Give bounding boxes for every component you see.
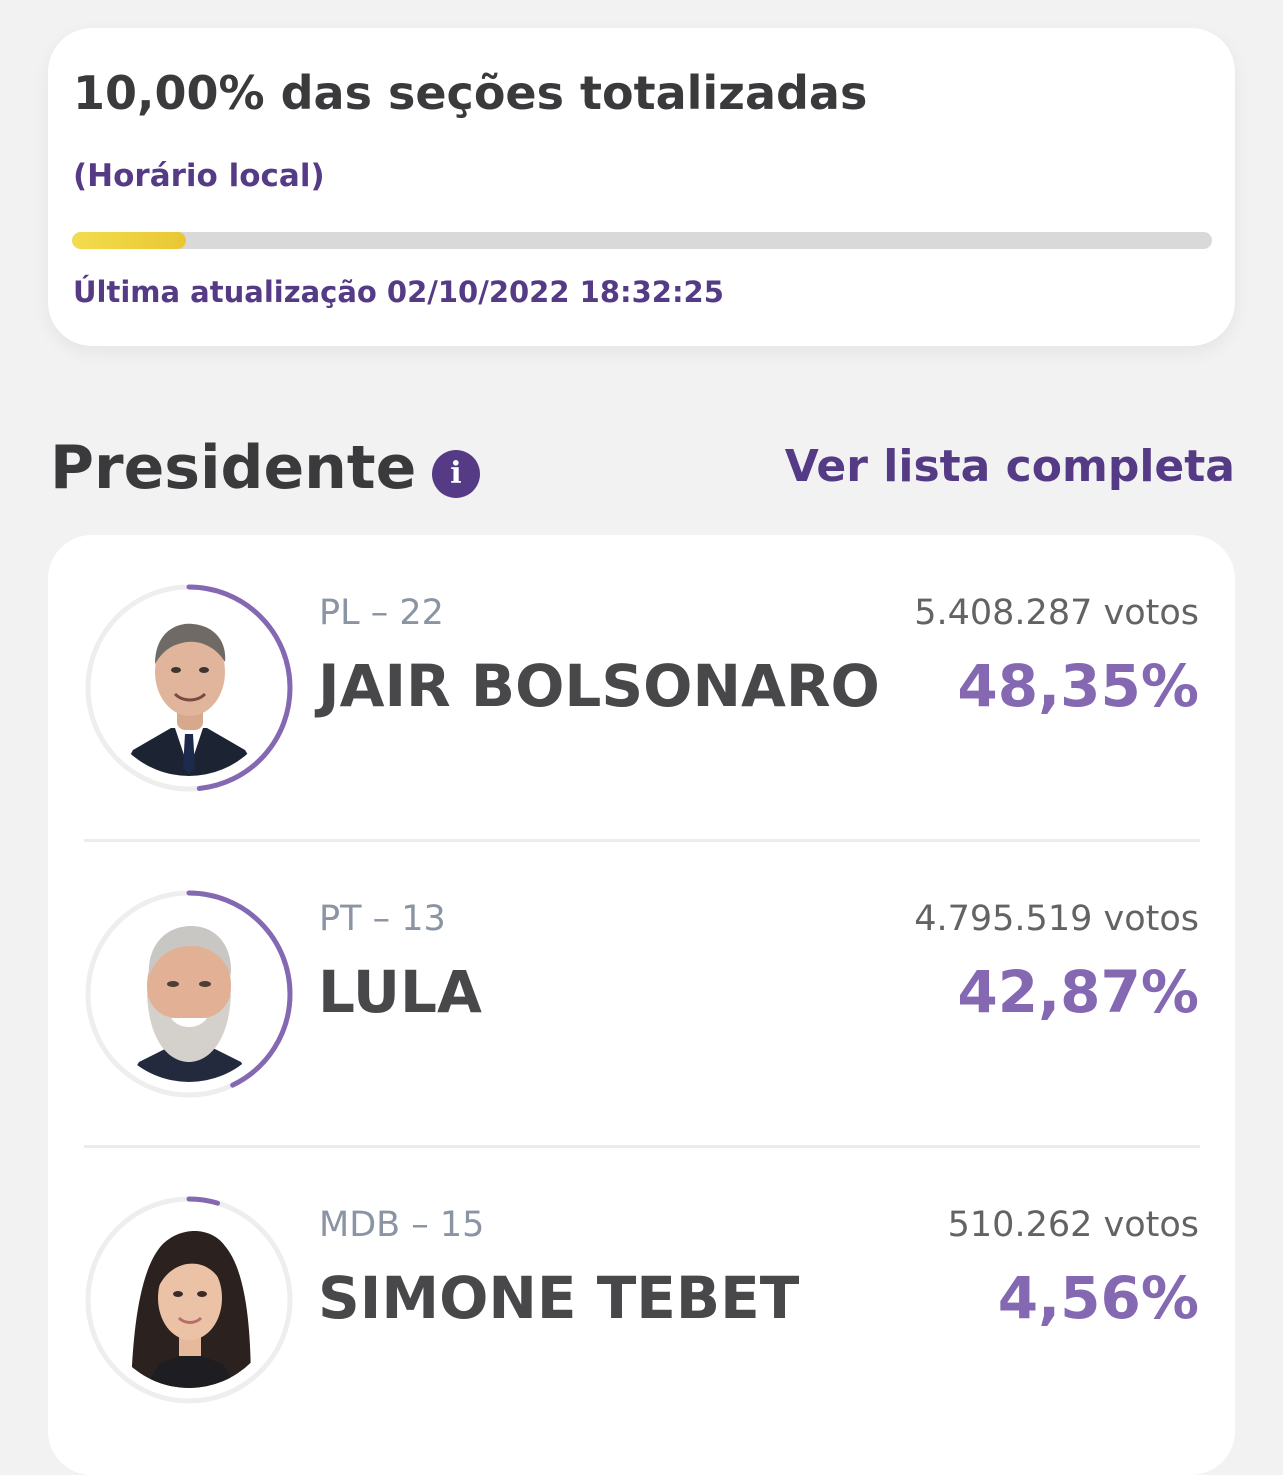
vote-share-ring [85, 890, 293, 1098]
vote-share-ring [85, 584, 293, 792]
candidate-photo [101, 906, 277, 1082]
info-icon[interactable]: i [432, 450, 480, 498]
candidate-votes: 510.262 votos [947, 1205, 1199, 1245]
tally-progress-fill [72, 232, 186, 249]
tally-status-card: 10,00% das seções totalizadas (Horário l… [48, 28, 1235, 346]
section-title: Presidente [50, 433, 417, 503]
candidate-photo [101, 1212, 277, 1388]
row-divider [84, 839, 1200, 842]
candidate-votes: 4.795.519 votos [914, 899, 1199, 939]
vote-share-ring [85, 1196, 293, 1404]
candidate-results-card: PL – 22 JAIR BOLSONARO 5.408.287 votos 4… [48, 535, 1235, 1475]
candidate-party: PL – 22 [319, 593, 444, 633]
row-divider [84, 1145, 1200, 1148]
candidate-avatar [84, 1195, 294, 1405]
candidate-party: MDB – 15 [319, 1205, 485, 1245]
candidate-votes: 5.408.287 votos [914, 593, 1199, 633]
candidate-percent: 4,56% [997, 1264, 1199, 1332]
candidate-name: JAIR BOLSONARO [318, 652, 880, 720]
candidate-row[interactable]: MDB – 15 SIMONE TEBET 510.262 votos 4,56… [48, 1147, 1235, 1453]
candidate-party: PT – 13 [319, 899, 446, 939]
candidate-percent: 48,35% [957, 652, 1199, 720]
candidate-row[interactable]: PT – 13 LULA 4.795.519 votos 42,87% [48, 841, 1235, 1147]
local-time-note: (Horário local) [73, 158, 325, 194]
see-full-list-link[interactable]: Ver lista completa [784, 441, 1235, 492]
candidate-name: SIMONE TEBET [318, 1264, 800, 1332]
candidate-photo [101, 600, 277, 776]
last-update-timestamp: Última atualização 02/10/2022 18:32:25 [73, 275, 724, 309]
candidate-name: LULA [318, 958, 482, 1026]
candidate-percent: 42,87% [957, 958, 1199, 1026]
tally-progress-bar [72, 232, 1212, 249]
candidate-row[interactable]: PL – 22 JAIR BOLSONARO 5.408.287 votos 4… [48, 535, 1235, 841]
candidate-avatar [84, 583, 294, 793]
tally-status-title: 10,00% das seções totalizadas [73, 66, 868, 120]
candidate-avatar [84, 889, 294, 1099]
